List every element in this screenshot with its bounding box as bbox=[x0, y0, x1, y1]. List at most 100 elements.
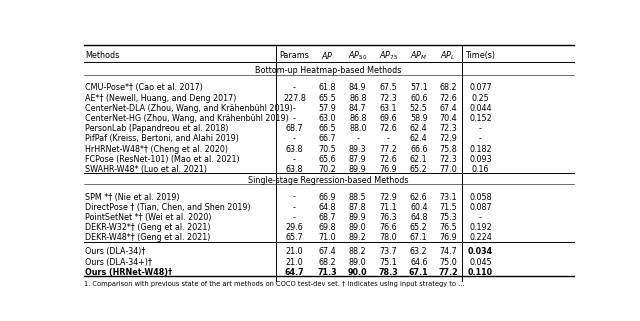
Text: 72.6: 72.6 bbox=[380, 155, 397, 164]
Text: 72.9: 72.9 bbox=[380, 193, 397, 202]
Text: 71.0: 71.0 bbox=[319, 233, 336, 242]
Text: 70.2: 70.2 bbox=[319, 165, 337, 174]
Text: 70.5: 70.5 bbox=[319, 144, 337, 154]
Text: Single-stage Regression-based Methods: Single-stage Regression-based Methods bbox=[248, 176, 408, 185]
Text: -: - bbox=[479, 124, 482, 133]
Text: 21.0: 21.0 bbox=[285, 257, 303, 266]
Text: 0.058: 0.058 bbox=[469, 193, 492, 202]
Text: $AP_{50}$: $AP_{50}$ bbox=[348, 49, 367, 62]
Text: Methods: Methods bbox=[85, 51, 119, 60]
Text: 75.3: 75.3 bbox=[439, 213, 457, 222]
Text: 0.152: 0.152 bbox=[469, 114, 492, 123]
Text: 63.8: 63.8 bbox=[286, 144, 303, 154]
Text: 68.7: 68.7 bbox=[319, 213, 336, 222]
Text: $AP_L$: $AP_L$ bbox=[440, 49, 456, 62]
Text: 64.8: 64.8 bbox=[319, 203, 336, 212]
Text: 0.110: 0.110 bbox=[468, 268, 493, 277]
Text: $AP_{75}$: $AP_{75}$ bbox=[379, 49, 398, 62]
Text: 84.7: 84.7 bbox=[349, 104, 367, 113]
Text: DirectPose † (Tian, Chen, and Shen 2019): DirectPose † (Tian, Chen, and Shen 2019) bbox=[85, 203, 251, 212]
Text: 73.7: 73.7 bbox=[380, 247, 397, 256]
Text: Time(s): Time(s) bbox=[465, 51, 495, 60]
Text: -: - bbox=[293, 203, 296, 212]
Text: 65.7: 65.7 bbox=[285, 233, 303, 242]
Text: CenterNet-HG (Zhou, Wang, and Krähenbühl 2019): CenterNet-HG (Zhou, Wang, and Krähenbühl… bbox=[85, 114, 289, 123]
Text: FCPose (ResNet-101) (Mao et al. 2021): FCPose (ResNet-101) (Mao et al. 2021) bbox=[85, 155, 239, 164]
Text: 72.6: 72.6 bbox=[380, 124, 397, 133]
Text: 64.7: 64.7 bbox=[285, 268, 305, 277]
Text: 69.8: 69.8 bbox=[319, 223, 336, 232]
Text: 65.6: 65.6 bbox=[319, 155, 336, 164]
Text: 0.182: 0.182 bbox=[469, 144, 492, 154]
Text: 0.224: 0.224 bbox=[469, 233, 492, 242]
Text: 72.3: 72.3 bbox=[439, 155, 457, 164]
Text: 73.1: 73.1 bbox=[439, 193, 457, 202]
Text: 68.2: 68.2 bbox=[439, 83, 457, 92]
Text: 87.9: 87.9 bbox=[349, 155, 367, 164]
Text: 76.5: 76.5 bbox=[439, 223, 457, 232]
Text: 0.093: 0.093 bbox=[469, 155, 492, 164]
Text: 60.6: 60.6 bbox=[410, 93, 428, 102]
Text: PifPaf (Kreiss, Bertoni, and Alahi 2019): PifPaf (Kreiss, Bertoni, and Alahi 2019) bbox=[85, 134, 239, 143]
Text: 72.6: 72.6 bbox=[439, 93, 457, 102]
Text: 72.9: 72.9 bbox=[439, 134, 457, 143]
Text: 0.077: 0.077 bbox=[469, 83, 492, 92]
Text: 89.3: 89.3 bbox=[349, 144, 367, 154]
Text: -: - bbox=[293, 134, 296, 143]
Text: 72.3: 72.3 bbox=[439, 124, 457, 133]
Text: 62.4: 62.4 bbox=[410, 134, 428, 143]
Text: 90.0: 90.0 bbox=[348, 268, 367, 277]
Text: 64.6: 64.6 bbox=[410, 257, 428, 266]
Text: -: - bbox=[293, 83, 296, 92]
Text: 0.16: 0.16 bbox=[472, 165, 489, 174]
Text: 76.9: 76.9 bbox=[380, 165, 397, 174]
Text: 75.8: 75.8 bbox=[439, 144, 457, 154]
Text: 62.1: 62.1 bbox=[410, 155, 428, 164]
Text: 63.1: 63.1 bbox=[380, 104, 397, 113]
Text: 62.4: 62.4 bbox=[410, 124, 428, 133]
Text: 68.2: 68.2 bbox=[319, 257, 336, 266]
Text: 67.1: 67.1 bbox=[409, 268, 429, 277]
Text: Params: Params bbox=[280, 51, 310, 60]
Text: 67.1: 67.1 bbox=[410, 233, 428, 242]
Text: 0.25: 0.25 bbox=[472, 93, 490, 102]
Text: 63.0: 63.0 bbox=[319, 114, 336, 123]
Text: $AP$: $AP$ bbox=[321, 50, 334, 61]
Text: 68.7: 68.7 bbox=[285, 124, 303, 133]
Text: PointSetNet *† (Wei et al. 2020): PointSetNet *† (Wei et al. 2020) bbox=[85, 213, 211, 222]
Text: 1. Comparison with previous state of the art methods on COCO test-dev set. † ind: 1. Comparison with previous state of the… bbox=[84, 282, 465, 287]
Text: 78.3: 78.3 bbox=[379, 268, 398, 277]
Text: 66.7: 66.7 bbox=[319, 134, 336, 143]
Text: 75.0: 75.0 bbox=[439, 257, 457, 266]
Text: PersonLab (Papandreou et al. 2018): PersonLab (Papandreou et al. 2018) bbox=[85, 124, 228, 133]
Text: 84.9: 84.9 bbox=[349, 83, 367, 92]
Text: 65.2: 65.2 bbox=[410, 165, 428, 174]
Text: 86.8: 86.8 bbox=[349, 114, 367, 123]
Text: Ours (DLA-34)†: Ours (DLA-34)† bbox=[85, 247, 145, 256]
Text: 78.0: 78.0 bbox=[380, 233, 397, 242]
Text: $AP_M$: $AP_M$ bbox=[410, 49, 428, 62]
Text: 77.2: 77.2 bbox=[438, 268, 458, 277]
Text: 69.6: 69.6 bbox=[380, 114, 397, 123]
Text: 66.5: 66.5 bbox=[319, 124, 336, 133]
Text: -: - bbox=[293, 104, 296, 113]
Text: 0.044: 0.044 bbox=[469, 104, 492, 113]
Text: 0.034: 0.034 bbox=[468, 247, 493, 256]
Text: 67.5: 67.5 bbox=[380, 83, 397, 92]
Text: 70.4: 70.4 bbox=[439, 114, 457, 123]
Text: 77.0: 77.0 bbox=[439, 165, 457, 174]
Text: 60.4: 60.4 bbox=[410, 203, 428, 212]
Text: DEKR-W32*† (Geng et al. 2021): DEKR-W32*† (Geng et al. 2021) bbox=[85, 223, 211, 232]
Text: 76.6: 76.6 bbox=[380, 223, 397, 232]
Text: 65.2: 65.2 bbox=[410, 223, 428, 232]
Text: 89.2: 89.2 bbox=[349, 233, 367, 242]
Text: -: - bbox=[387, 134, 390, 143]
Text: 88.0: 88.0 bbox=[349, 124, 367, 133]
Text: -: - bbox=[293, 213, 296, 222]
Text: 75.1: 75.1 bbox=[380, 257, 397, 266]
Text: 77.2: 77.2 bbox=[380, 144, 397, 154]
Text: 67.4: 67.4 bbox=[319, 247, 336, 256]
Text: 58.9: 58.9 bbox=[410, 114, 428, 123]
Text: 63.8: 63.8 bbox=[286, 165, 303, 174]
Text: 65.5: 65.5 bbox=[319, 93, 337, 102]
